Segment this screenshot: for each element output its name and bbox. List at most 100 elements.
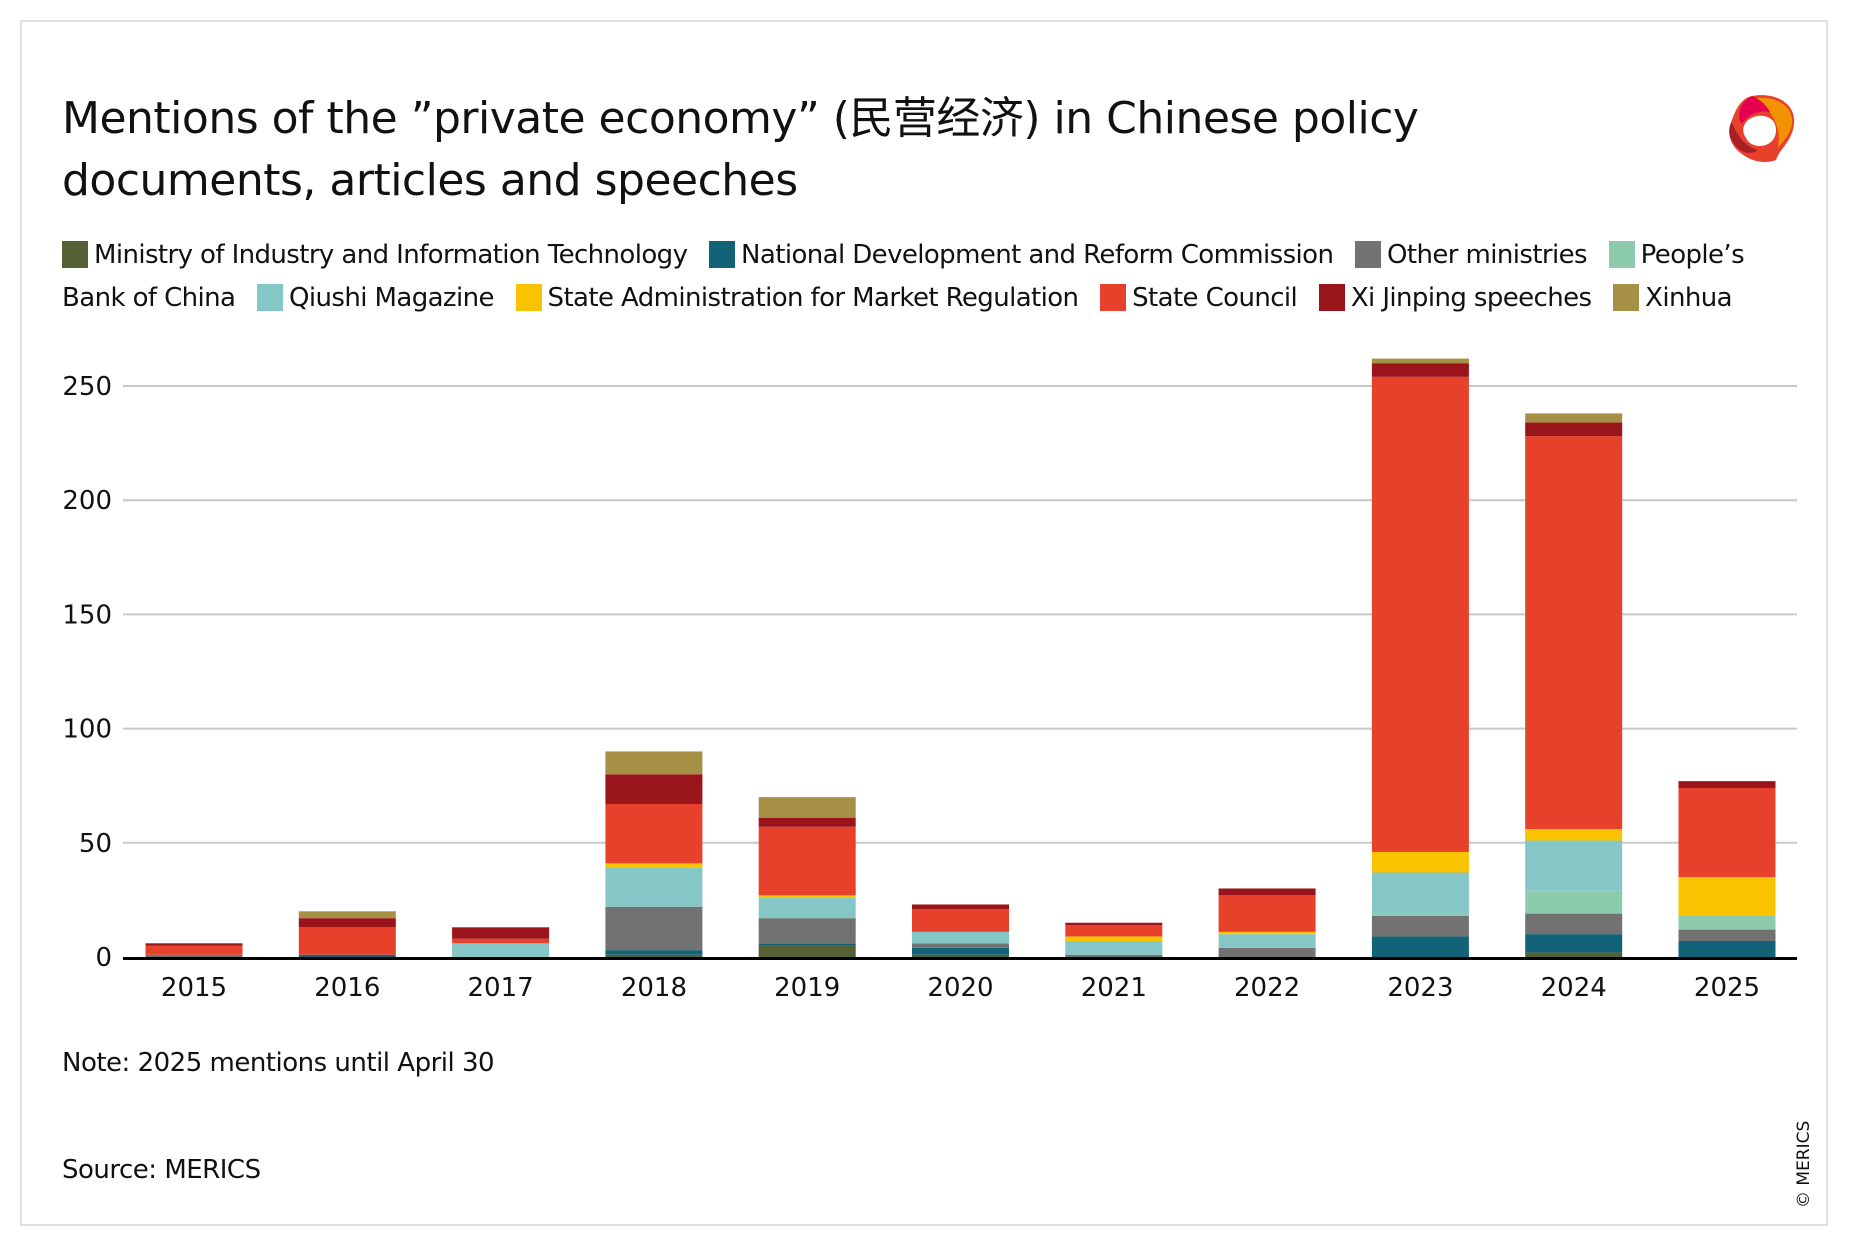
bar-segment [605,954,703,957]
merics-logo-icon [1729,95,1795,162]
y-tick-label: 200 [62,486,112,516]
bar-segment [912,954,1009,957]
bar-segment [912,943,1009,948]
legend-label: State Council [1132,283,1298,313]
bar-segment [1678,941,1776,957]
x-tick-label: 2019 [774,973,840,1003]
legend-swatch [1608,241,1635,268]
bar-segment [605,803,703,864]
bar-segment [758,895,856,898]
bar-segment [758,826,856,896]
y-tick-label: 100 [62,715,112,745]
legend-label: Ministry of Industry and Information Tec… [94,240,688,270]
legend-item: Qiushi Magazine [257,283,494,313]
bar-segment [912,947,1009,955]
legend-label: Xinhua [1645,283,1732,313]
bar-segment [1525,829,1623,841]
legend-item: People’s Bank of China [62,240,1745,313]
legend-label: People’s Bank of China [62,240,1745,313]
bar-segment [758,897,856,919]
bar-segment [1065,936,1163,942]
bar-segment [1218,888,1316,896]
bar-segment [1371,363,1469,377]
legend-label: Other ministries [1387,240,1588,270]
legend-swatch [1318,284,1345,311]
x-tick-label: 2025 [1694,973,1760,1003]
bar-segment [1525,890,1623,914]
bar-segment [1525,934,1623,953]
x-tick-label: 2020 [927,973,993,1003]
bar-segment [298,927,396,955]
legend-item: State Council [1100,283,1298,313]
bar-segment [1525,422,1623,437]
bar-segment [1371,358,1469,364]
x-tick-label: 2024 [1541,973,1607,1003]
legend-item: Xi Jinping speeches [1318,283,1592,313]
bar-segment [452,927,550,939]
x-tick-label: 2023 [1387,973,1453,1003]
bar-segment [1371,851,1469,873]
legend-label: National Development and Reform Commissi… [741,240,1334,270]
copyright-text: © MERICS [1794,1120,1814,1208]
bar-segment [1218,947,1316,957]
x-tick-label: 2021 [1081,973,1147,1003]
chart-source: Source: MERICS [62,1155,261,1185]
bar-segment [452,938,550,944]
chart-title: Mentions of the ”private economy” (民营经济)… [62,88,1562,212]
bar-segment [912,931,1009,944]
bar-segment [1065,941,1163,955]
bar-segment [605,906,703,951]
bar-segment [452,943,550,957]
bar-segment [605,863,703,868]
bar-segment [145,954,243,957]
y-tick-label: 250 [62,372,112,402]
legend-swatch [1355,241,1382,268]
bar-segment [1371,936,1469,957]
bar-segment [1525,952,1623,957]
y-tick-label: 0 [95,943,112,973]
legend-item: Other ministries [1355,240,1588,270]
bar-segment [1678,781,1776,788]
bar-segment [1218,895,1316,932]
legend-swatch [515,284,542,311]
bar-segment [1525,436,1623,830]
bar-segment [1678,915,1776,930]
legend-label: State Administration for Market Regulati… [547,283,1080,313]
legend-swatch [62,241,88,268]
bar-segment [1371,913,1469,916]
bar-segment [758,918,856,944]
bar-segment [1371,915,1469,937]
bar-segment [605,774,703,804]
x-tick-label: 2022 [1234,973,1300,1003]
bar-segment [298,911,396,919]
bar-segment [145,943,243,946]
bar-segment [1525,913,1623,935]
bar-segment [758,817,856,827]
y-tick-label: 50 [79,829,112,859]
bar-segment [605,751,703,775]
x-tick-label: 2017 [468,973,534,1003]
bar-segment [912,904,1009,910]
legend-swatch [709,241,736,268]
bar-segment [1678,787,1776,878]
bar-segment [298,954,396,957]
bar-segment [605,867,703,907]
chart-note: Note: 2025 mentions until April 30 [62,1048,495,1078]
x-tick-label: 2016 [314,973,380,1003]
legend-label: Qiushi Magazine [289,283,494,313]
legend-swatch [1100,284,1127,311]
bar-segment [145,945,243,955]
bar-segment [1218,934,1316,948]
bar-segment [1525,840,1623,891]
x-tick-label: 2018 [621,973,687,1003]
x-tick-label: 2015 [161,973,227,1003]
bar-segment [758,945,856,957]
bar-segment [758,797,856,818]
bar-segment [912,909,1009,932]
legend-label: Xi Jinping speeches [1350,283,1592,313]
legend-item: National Development and Reform Commissi… [709,240,1334,270]
legend-swatch [257,284,284,311]
chart-title-line-2: documents, articles and speeches [62,155,798,206]
legend-item: State Administration for Market Regulati… [515,283,1080,313]
bar-segment [298,918,396,928]
